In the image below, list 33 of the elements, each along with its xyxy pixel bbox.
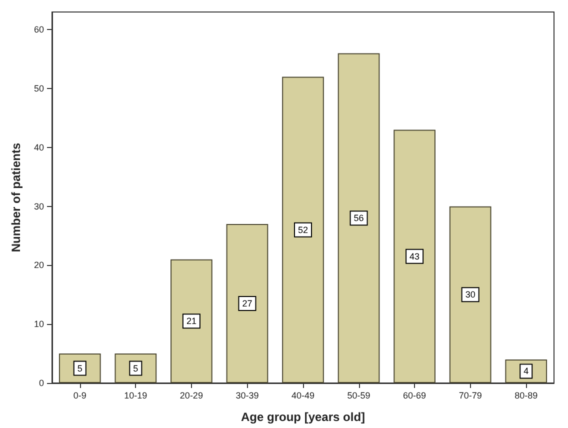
y-tick-label: 30: [34, 201, 44, 212]
x-tick-label: 60-69: [403, 390, 426, 400]
bar: [394, 130, 436, 383]
y-axis-title: Number of patients: [9, 142, 23, 252]
data-label: 5: [133, 363, 138, 374]
y-tick-label: 10: [34, 319, 44, 330]
x-tick-label: 30-39: [236, 390, 259, 400]
bar: [338, 53, 380, 383]
data-label: 27: [242, 298, 252, 308]
data-label: 30: [465, 290, 476, 300]
x-tick-label: 10-19: [124, 390, 148, 400]
data-label: 21: [186, 316, 196, 326]
x-tick-label: 80-89: [514, 390, 538, 400]
data-label: 4: [524, 366, 529, 376]
x-tick-label: 20-29: [180, 390, 203, 400]
y-tick-label: 60: [34, 24, 44, 35]
y-tick-label: 40: [34, 142, 44, 152]
bar: [282, 76, 324, 383]
bar: [170, 259, 212, 383]
bar: [449, 206, 492, 383]
x-tick-label: 0-9: [73, 390, 86, 400]
data-label: 52: [298, 224, 308, 235]
y-tick-label: 0: [38, 378, 44, 388]
x-tick-label: 70-79: [458, 390, 482, 400]
data-label: 43: [410, 251, 420, 262]
x-tick-label: 40-49: [291, 390, 315, 400]
bar: [226, 224, 268, 383]
data-label: 56: [354, 213, 364, 224]
x-axis-title: Age group [years old]: [240, 410, 366, 424]
y-tick-label: 50: [34, 84, 44, 94]
data-label: 5: [77, 363, 82, 374]
x-tick-label: 50-59: [347, 390, 370, 400]
y-tick-label: 20: [34, 260, 44, 270]
